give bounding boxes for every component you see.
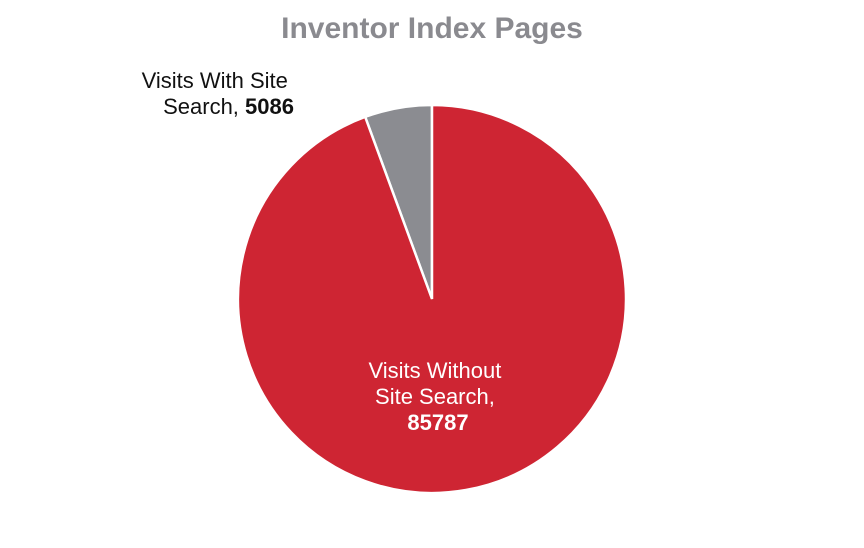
slice-label-with-site-search-line1: Visits With Site xyxy=(142,68,288,93)
pie-slice-without-site-search xyxy=(236,103,628,495)
slice-value-with-site-search: 5086 xyxy=(245,94,294,119)
chart-title: Inventor Index Pages xyxy=(281,12,583,45)
slice-label-without-site-search-line1: Visits Without xyxy=(369,358,502,383)
slice-label-without-site-search: Visits Without Site Search, 85787 xyxy=(369,358,508,435)
slice-label-with-site-search: Visits With Site Search, 5086 xyxy=(142,68,294,119)
slice-value-without-site-search: 85787 xyxy=(407,410,468,435)
slice-label-without-site-search-line2: Site Search, xyxy=(375,384,495,409)
slice-label-with-site-search-line2: Search, 5086 xyxy=(163,94,294,119)
